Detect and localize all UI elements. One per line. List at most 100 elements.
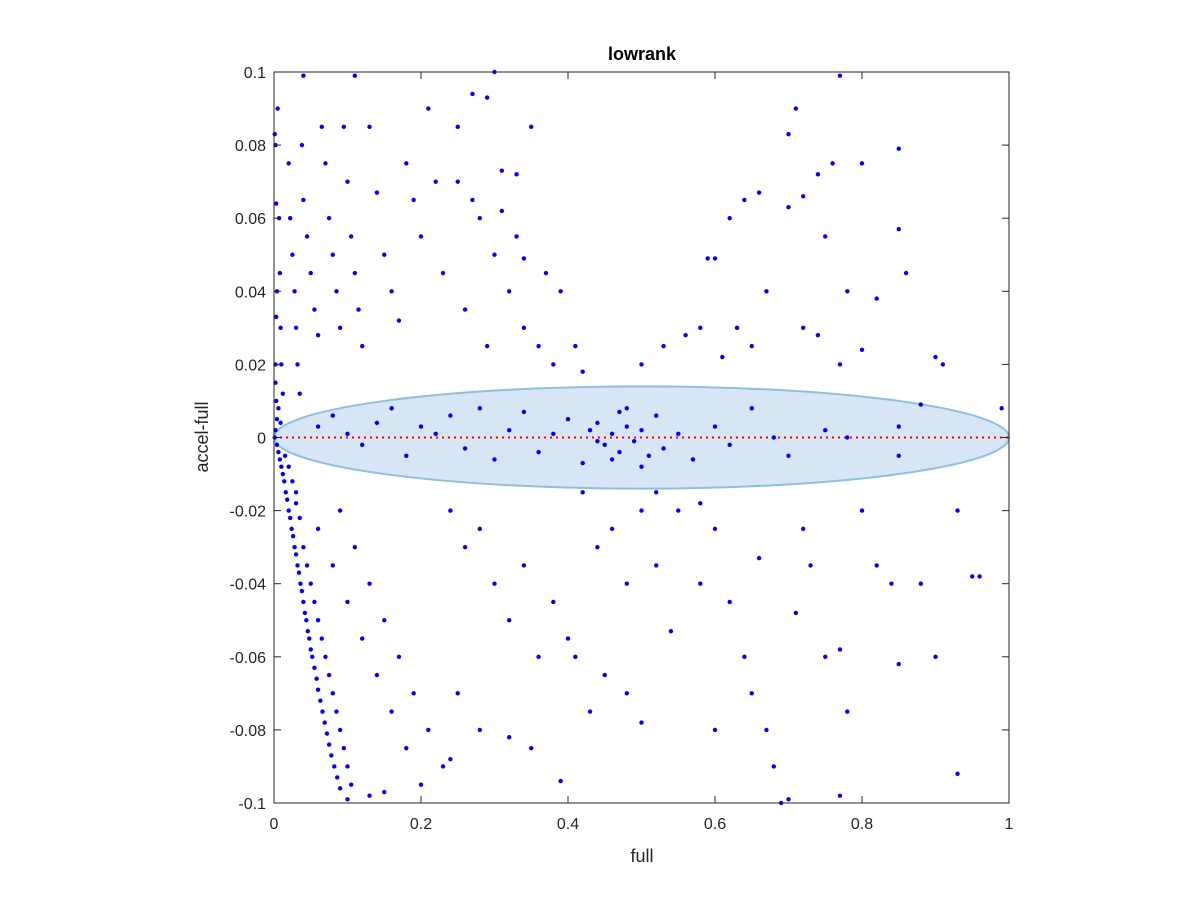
x-tick-label: 0.4 (557, 816, 579, 833)
data-point (278, 420, 283, 426)
chart-title: lowrank (608, 44, 677, 64)
data-point (896, 146, 901, 151)
data-point (312, 665, 317, 670)
x-tick-label: 0.2 (410, 816, 432, 833)
data-point (815, 332, 821, 338)
data-point (329, 753, 334, 758)
data-point (440, 764, 446, 769)
data-point (396, 654, 402, 659)
data-point (312, 307, 317, 312)
data-point (639, 508, 644, 513)
data-point (507, 427, 512, 433)
data-point (374, 420, 380, 426)
data-point (448, 508, 453, 513)
data-point (977, 574, 982, 579)
data-point (955, 508, 960, 513)
data-point (330, 691, 335, 696)
data-point (654, 490, 659, 495)
data-point (823, 427, 828, 433)
data-point (330, 413, 335, 418)
y-tick-label: 0 (257, 431, 266, 448)
data-point (470, 197, 475, 203)
data-point (274, 201, 279, 206)
data-point (374, 672, 380, 678)
data-point (587, 427, 593, 433)
data-point (411, 197, 416, 203)
data-point (639, 427, 644, 433)
data-point (293, 325, 299, 331)
data-point (330, 252, 335, 257)
data-point (332, 764, 337, 769)
data-point (426, 727, 431, 733)
data-point (661, 343, 666, 349)
data-point (529, 745, 534, 751)
data-point (639, 362, 644, 367)
data-point (301, 197, 306, 203)
data-point (837, 362, 843, 367)
data-point (324, 731, 330, 736)
data-point (341, 745, 347, 751)
data-point (334, 289, 339, 294)
data-point (639, 720, 644, 725)
data-point (345, 599, 350, 605)
data-point (320, 709, 325, 714)
y-tick-label: -0.1 (238, 796, 266, 813)
data-point (315, 526, 321, 532)
data-point (823, 654, 828, 659)
data-point (360, 343, 365, 349)
data-point (298, 581, 303, 586)
data-point (348, 782, 354, 787)
data-point (335, 775, 340, 780)
data-point (845, 435, 850, 440)
data-point (283, 490, 288, 495)
data-point (477, 216, 482, 221)
data-point (492, 252, 497, 257)
data-point (830, 161, 835, 166)
data-point (573, 654, 578, 659)
data-point (521, 563, 527, 568)
data-point (646, 453, 652, 458)
data-point (274, 398, 279, 404)
data-point (310, 654, 315, 659)
data-point (609, 457, 615, 462)
data-point (455, 124, 460, 130)
data-point (308, 581, 313, 586)
data-point (896, 424, 901, 429)
data-point (727, 599, 732, 605)
data-point (609, 431, 615, 437)
data-point (404, 745, 409, 751)
data-point (499, 208, 505, 214)
y-axis: -0.1 -0.08 -0.06 -0.04 -0.02 0 0.02 0.04 0.06 0.0… (230, 65, 1009, 813)
data-point (837, 793, 843, 798)
data-point (296, 570, 302, 575)
x-tick-label: 1 (1005, 816, 1014, 833)
plot-area (272, 69, 1010, 806)
y-tick-label: 0.04 (235, 284, 266, 301)
data-point (360, 442, 365, 448)
data-point (507, 289, 512, 294)
x-axis-label: full (630, 846, 653, 866)
data-point (764, 289, 769, 294)
data-point (330, 563, 335, 568)
data-point (536, 343, 541, 349)
data-point (749, 343, 754, 349)
data-point (282, 479, 287, 484)
data-point (274, 442, 280, 448)
data-point (499, 168, 505, 173)
data-point (896, 453, 901, 458)
data-point (297, 515, 302, 521)
data-point (712, 424, 718, 429)
data-point (299, 142, 305, 148)
data-point (698, 581, 703, 586)
data-point (859, 161, 865, 166)
data-point (374, 190, 380, 195)
data-point (304, 234, 310, 239)
y-tick-label: 0.06 (235, 211, 266, 228)
data-point (484, 95, 490, 100)
data-point (668, 629, 674, 634)
data-point (279, 464, 284, 469)
data-point (536, 449, 541, 455)
data-point (565, 636, 571, 641)
data-point (286, 508, 291, 513)
data-point (521, 256, 527, 261)
